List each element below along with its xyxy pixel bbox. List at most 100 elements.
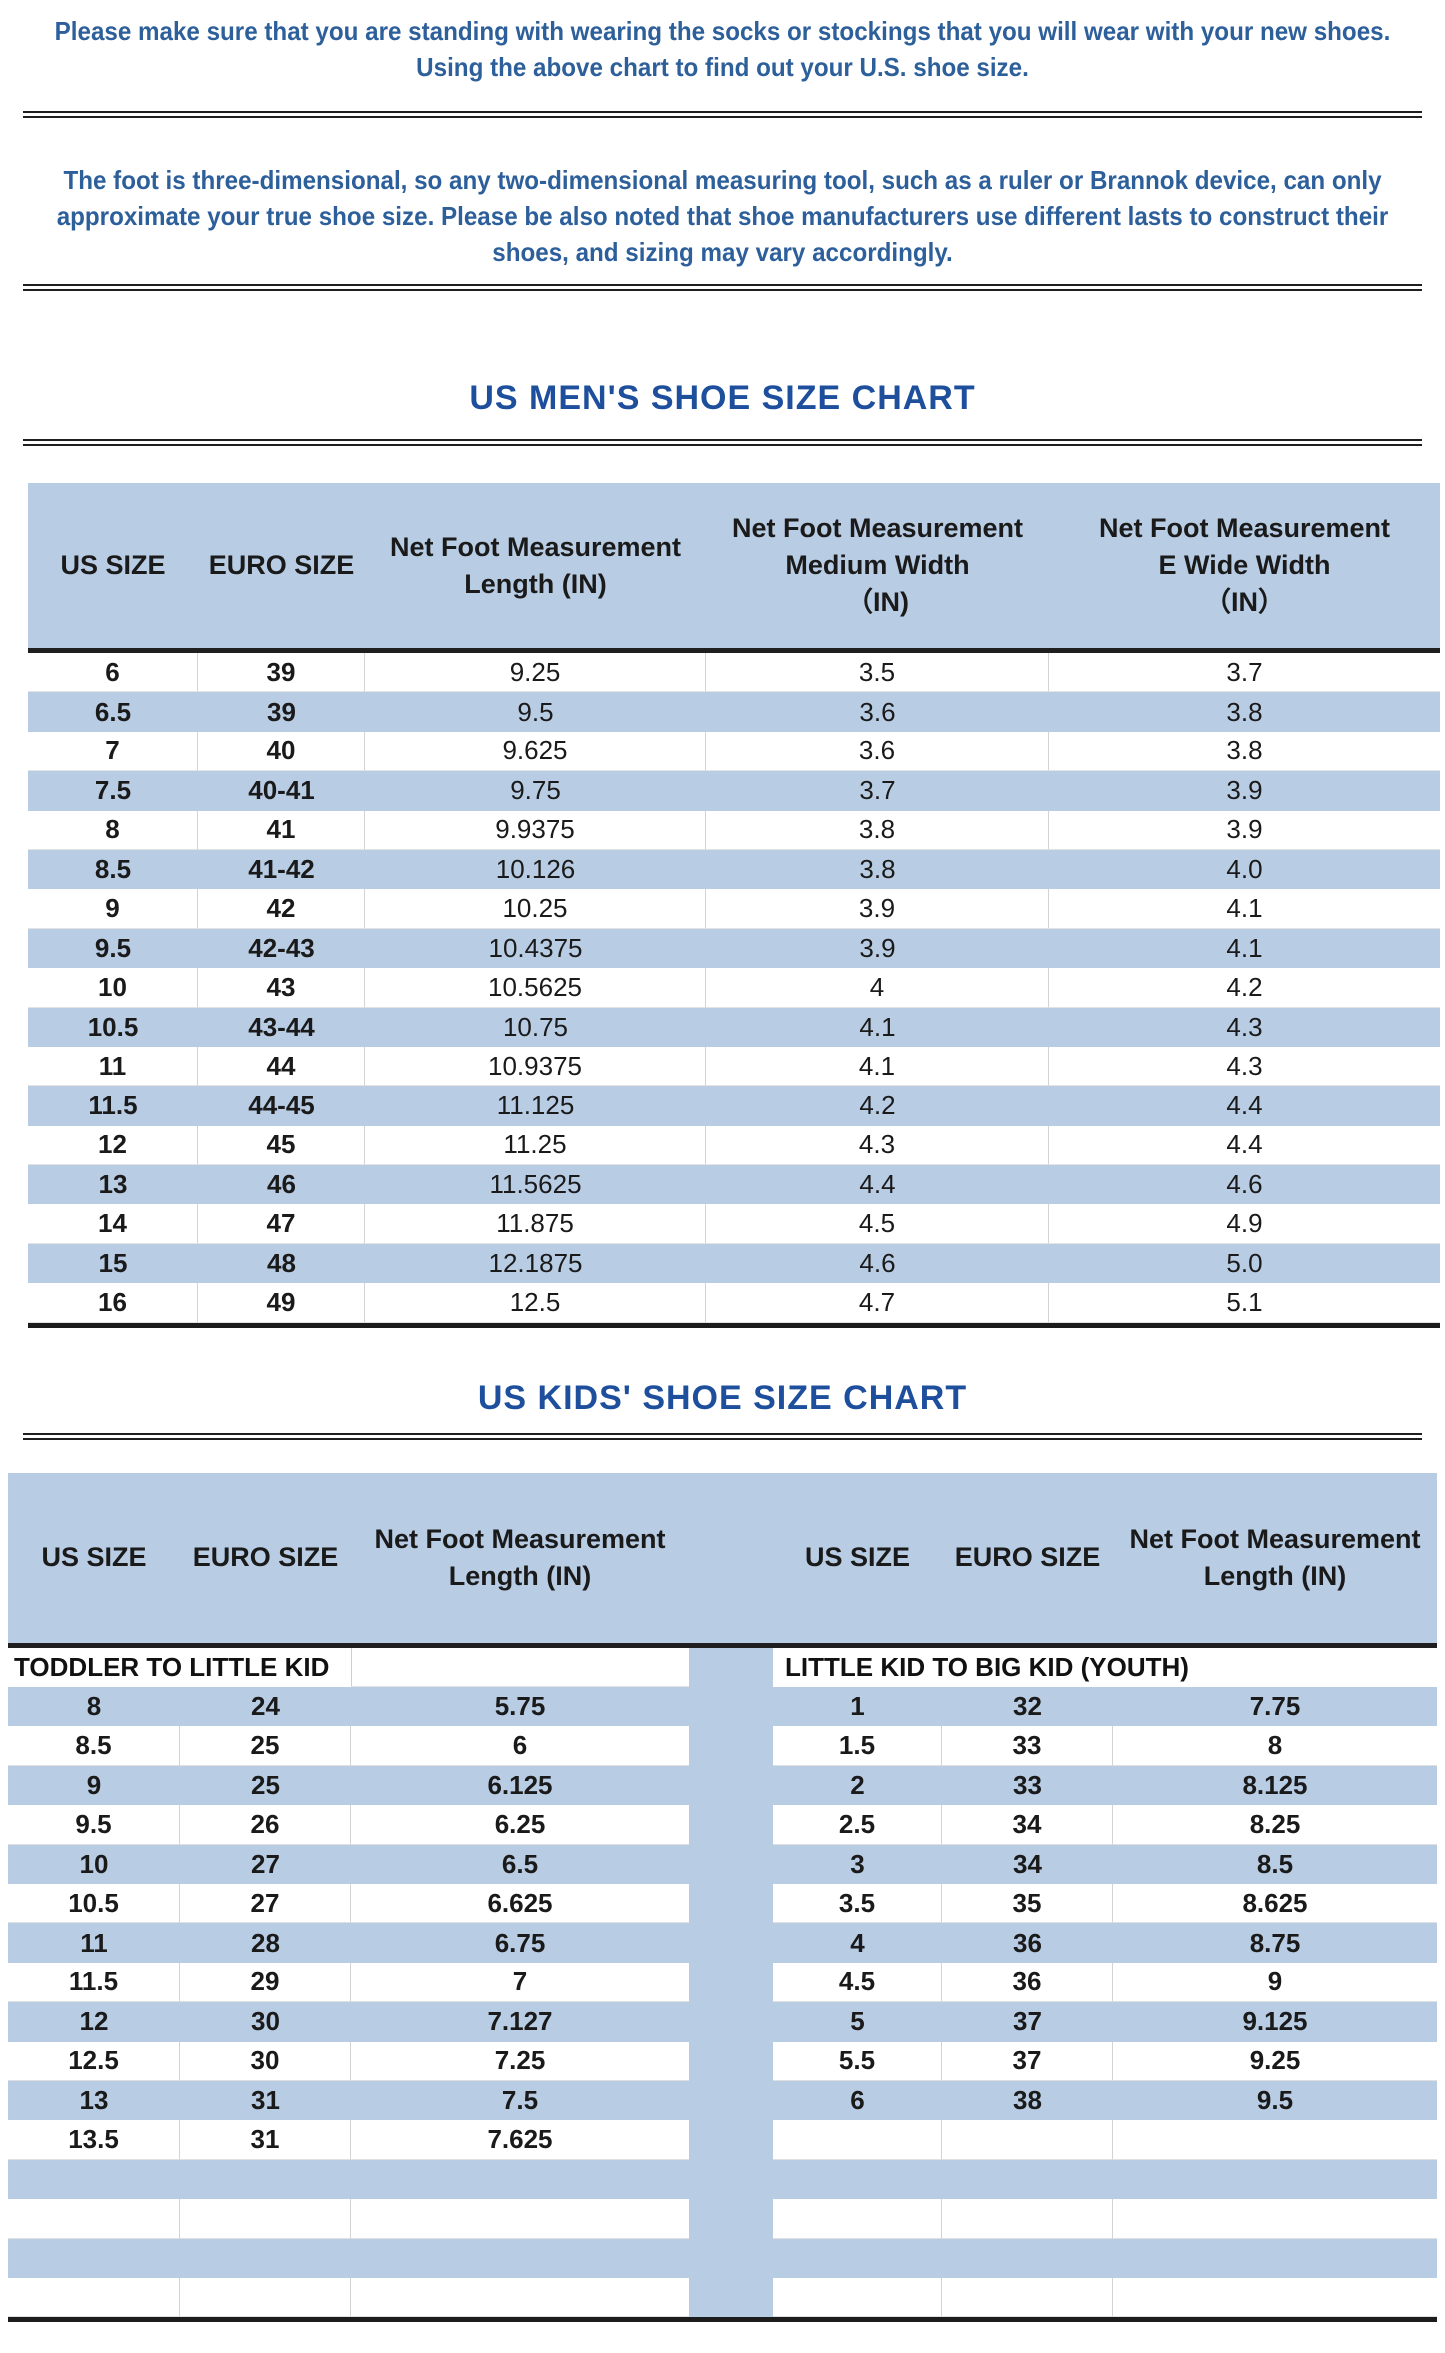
table-cell: 4.4: [1226, 1090, 1263, 1121]
table-cell: 4.1: [1049, 889, 1440, 929]
table-cell: 3.8: [1049, 732, 1440, 772]
mens-size-table: US SIZE EURO SIZE Net Foot Measurement L…: [28, 483, 1440, 1328]
table-cell: 46: [267, 1169, 296, 1200]
table-cell: 43-44: [248, 1011, 315, 1042]
gutter-cell: [689, 1805, 773, 1845]
table-cell: 7.127: [487, 2006, 553, 2037]
table-row: [8, 2199, 1437, 2239]
gutter-cell: [689, 1687, 773, 1727]
table-row: 10 27 6.5 3 34 8.5: [8, 1844, 1437, 1884]
table-cell: [773, 2199, 942, 2239]
table-cell: 10: [79, 1848, 109, 1879]
table-cell: [1113, 2199, 1437, 2239]
table-cell: 45: [198, 1125, 365, 1166]
table-cell: 5.5: [773, 2041, 942, 2081]
table-cell: 4.2: [859, 1090, 896, 1121]
table-cell: 15: [98, 1248, 128, 1279]
table-cell: 4.1: [1226, 932, 1263, 963]
table-cell: 8: [86, 1691, 102, 1722]
table-cell: 4: [706, 968, 1049, 1008]
horizontal-rule: [23, 111, 1422, 118]
table-cell: 6: [351, 1726, 689, 1766]
table-cell: 44: [198, 1046, 365, 1087]
gutter-cell: [689, 1883, 773, 1924]
table-cell: 14: [28, 1204, 198, 1244]
table-cell: 12: [79, 2006, 109, 2037]
section-label-youth: LITTLE KID TO BIG KID (YOUTH): [785, 1651, 1189, 1682]
column-header-euro-size: EURO SIZE: [954, 1542, 1101, 1573]
table-cell: 4: [850, 1927, 865, 1958]
table-cell: 6.75: [494, 1927, 546, 1958]
table-row: 13 46 11.5625 4.4 4.6: [28, 1165, 1440, 1205]
table-cell: [8, 2160, 180, 2199]
table-cell: [8, 2199, 180, 2239]
table-cell: 11.875: [365, 1204, 706, 1244]
table-cell: 12.5: [365, 1283, 706, 1323]
table-cell: 41-42: [248, 854, 315, 885]
table-cell: 28: [251, 1927, 280, 1958]
table-cell: 3.8: [1226, 696, 1263, 727]
table-cell: 6.5: [94, 696, 132, 727]
table-row: 6.5 39 9.5 3.6 3.8: [28, 692, 1440, 732]
table-cell: 9: [1113, 1963, 1437, 2003]
gutter-cell: [689, 1726, 773, 1766]
gutter-cell: [689, 2120, 773, 2160]
table-cell: [1113, 2239, 1437, 2278]
section-label-toddler: TODDLER TO LITTLE KID: [14, 1651, 330, 1682]
table-cell: 4.1: [859, 1011, 896, 1042]
gutter-cell: [689, 2238, 773, 2278]
table-cell: 5: [850, 2006, 865, 2037]
table-cell: 8.625: [1113, 1884, 1437, 1924]
table-cell: 3.9: [706, 889, 1049, 929]
table-row: 15 48 12.1875 4.6 5.0: [28, 1243, 1440, 1284]
table-cell: 6.125: [487, 1770, 553, 1800]
table-row: [8, 2238, 1437, 2278]
table-cell: 3.6: [859, 696, 896, 727]
table-cell: 9.5: [1256, 2085, 1294, 2116]
table-row: 6 39 9.25 3.5 3.7: [28, 653, 1440, 693]
table-cell: 10.4375: [488, 932, 583, 963]
table-cell: 38: [1013, 2085, 1042, 2116]
table-cell: 9.5: [8, 1805, 180, 1845]
table-row: 11 28 6.75 4 36 8.75: [8, 1923, 1437, 1963]
table-cell: 36: [1013, 1927, 1042, 1958]
table-cell: 7: [28, 731, 198, 772]
gutter-cell: [689, 2041, 773, 2081]
table-cell: 6: [850, 2085, 865, 2116]
table-cell: [351, 2239, 689, 2278]
gutter-cell: [689, 2002, 773, 2042]
table-cell: 2: [850, 1770, 865, 1800]
table-cell: 4.4: [1049, 1126, 1440, 1166]
table-row: 7 40 9.625 3.6 3.8: [28, 731, 1440, 772]
table-row: 11.5 29 7 4.5 36 9: [8, 1962, 1437, 2003]
table-cell: [1113, 2160, 1437, 2199]
gutter-cell: [689, 1923, 773, 1963]
table-cell: 30: [251, 2006, 280, 2037]
table-cell: 6.25: [351, 1805, 689, 1845]
table-cell: 3.5: [773, 1883, 942, 1924]
gutter-cell: [689, 1647, 773, 1688]
table-cell: 4.9: [1049, 1204, 1440, 1244]
table-row: 13 31 7.5 6 38 9.5: [8, 2080, 1437, 2121]
table-cell: 3: [850, 1848, 865, 1879]
table-cell: 43: [198, 968, 365, 1008]
table-cell: 4.6: [1226, 1169, 1263, 1200]
table-row: 9.5 42-43 10.4375 3.9 4.1: [28, 928, 1440, 969]
table-cell: 1.5: [773, 1726, 942, 1766]
table-row: 9.5 26 6.25 2.5 34 8.25: [8, 1805, 1437, 1845]
table-cell: [351, 2278, 689, 2318]
table-cell: [180, 2239, 351, 2278]
table-cell: [942, 2160, 1113, 2199]
table-row: 12 45 11.25 4.3 4.4: [28, 1125, 1440, 1166]
table-cell: 8.5: [8, 1726, 180, 1766]
table-cell: 8: [1113, 1726, 1437, 1766]
table-cell: 3.8: [859, 854, 896, 885]
table-cell: 40-41: [248, 775, 315, 806]
table-cell: 4.2: [1049, 968, 1440, 1008]
kids-size-table: US SIZE EURO SIZE Net Foot Measurement L…: [8, 1472, 1437, 2323]
kids-table-header-row: US SIZE EURO SIZE Net Foot Measurement L…: [8, 1472, 1437, 1648]
table-row: 12.5 30 7.25 5.5 37 9.25: [8, 2041, 1437, 2081]
table-cell: 33: [942, 1726, 1113, 1766]
table-row: 14 47 11.875 4.5 4.9: [28, 1204, 1440, 1244]
table-cell: 9.75: [510, 775, 561, 806]
